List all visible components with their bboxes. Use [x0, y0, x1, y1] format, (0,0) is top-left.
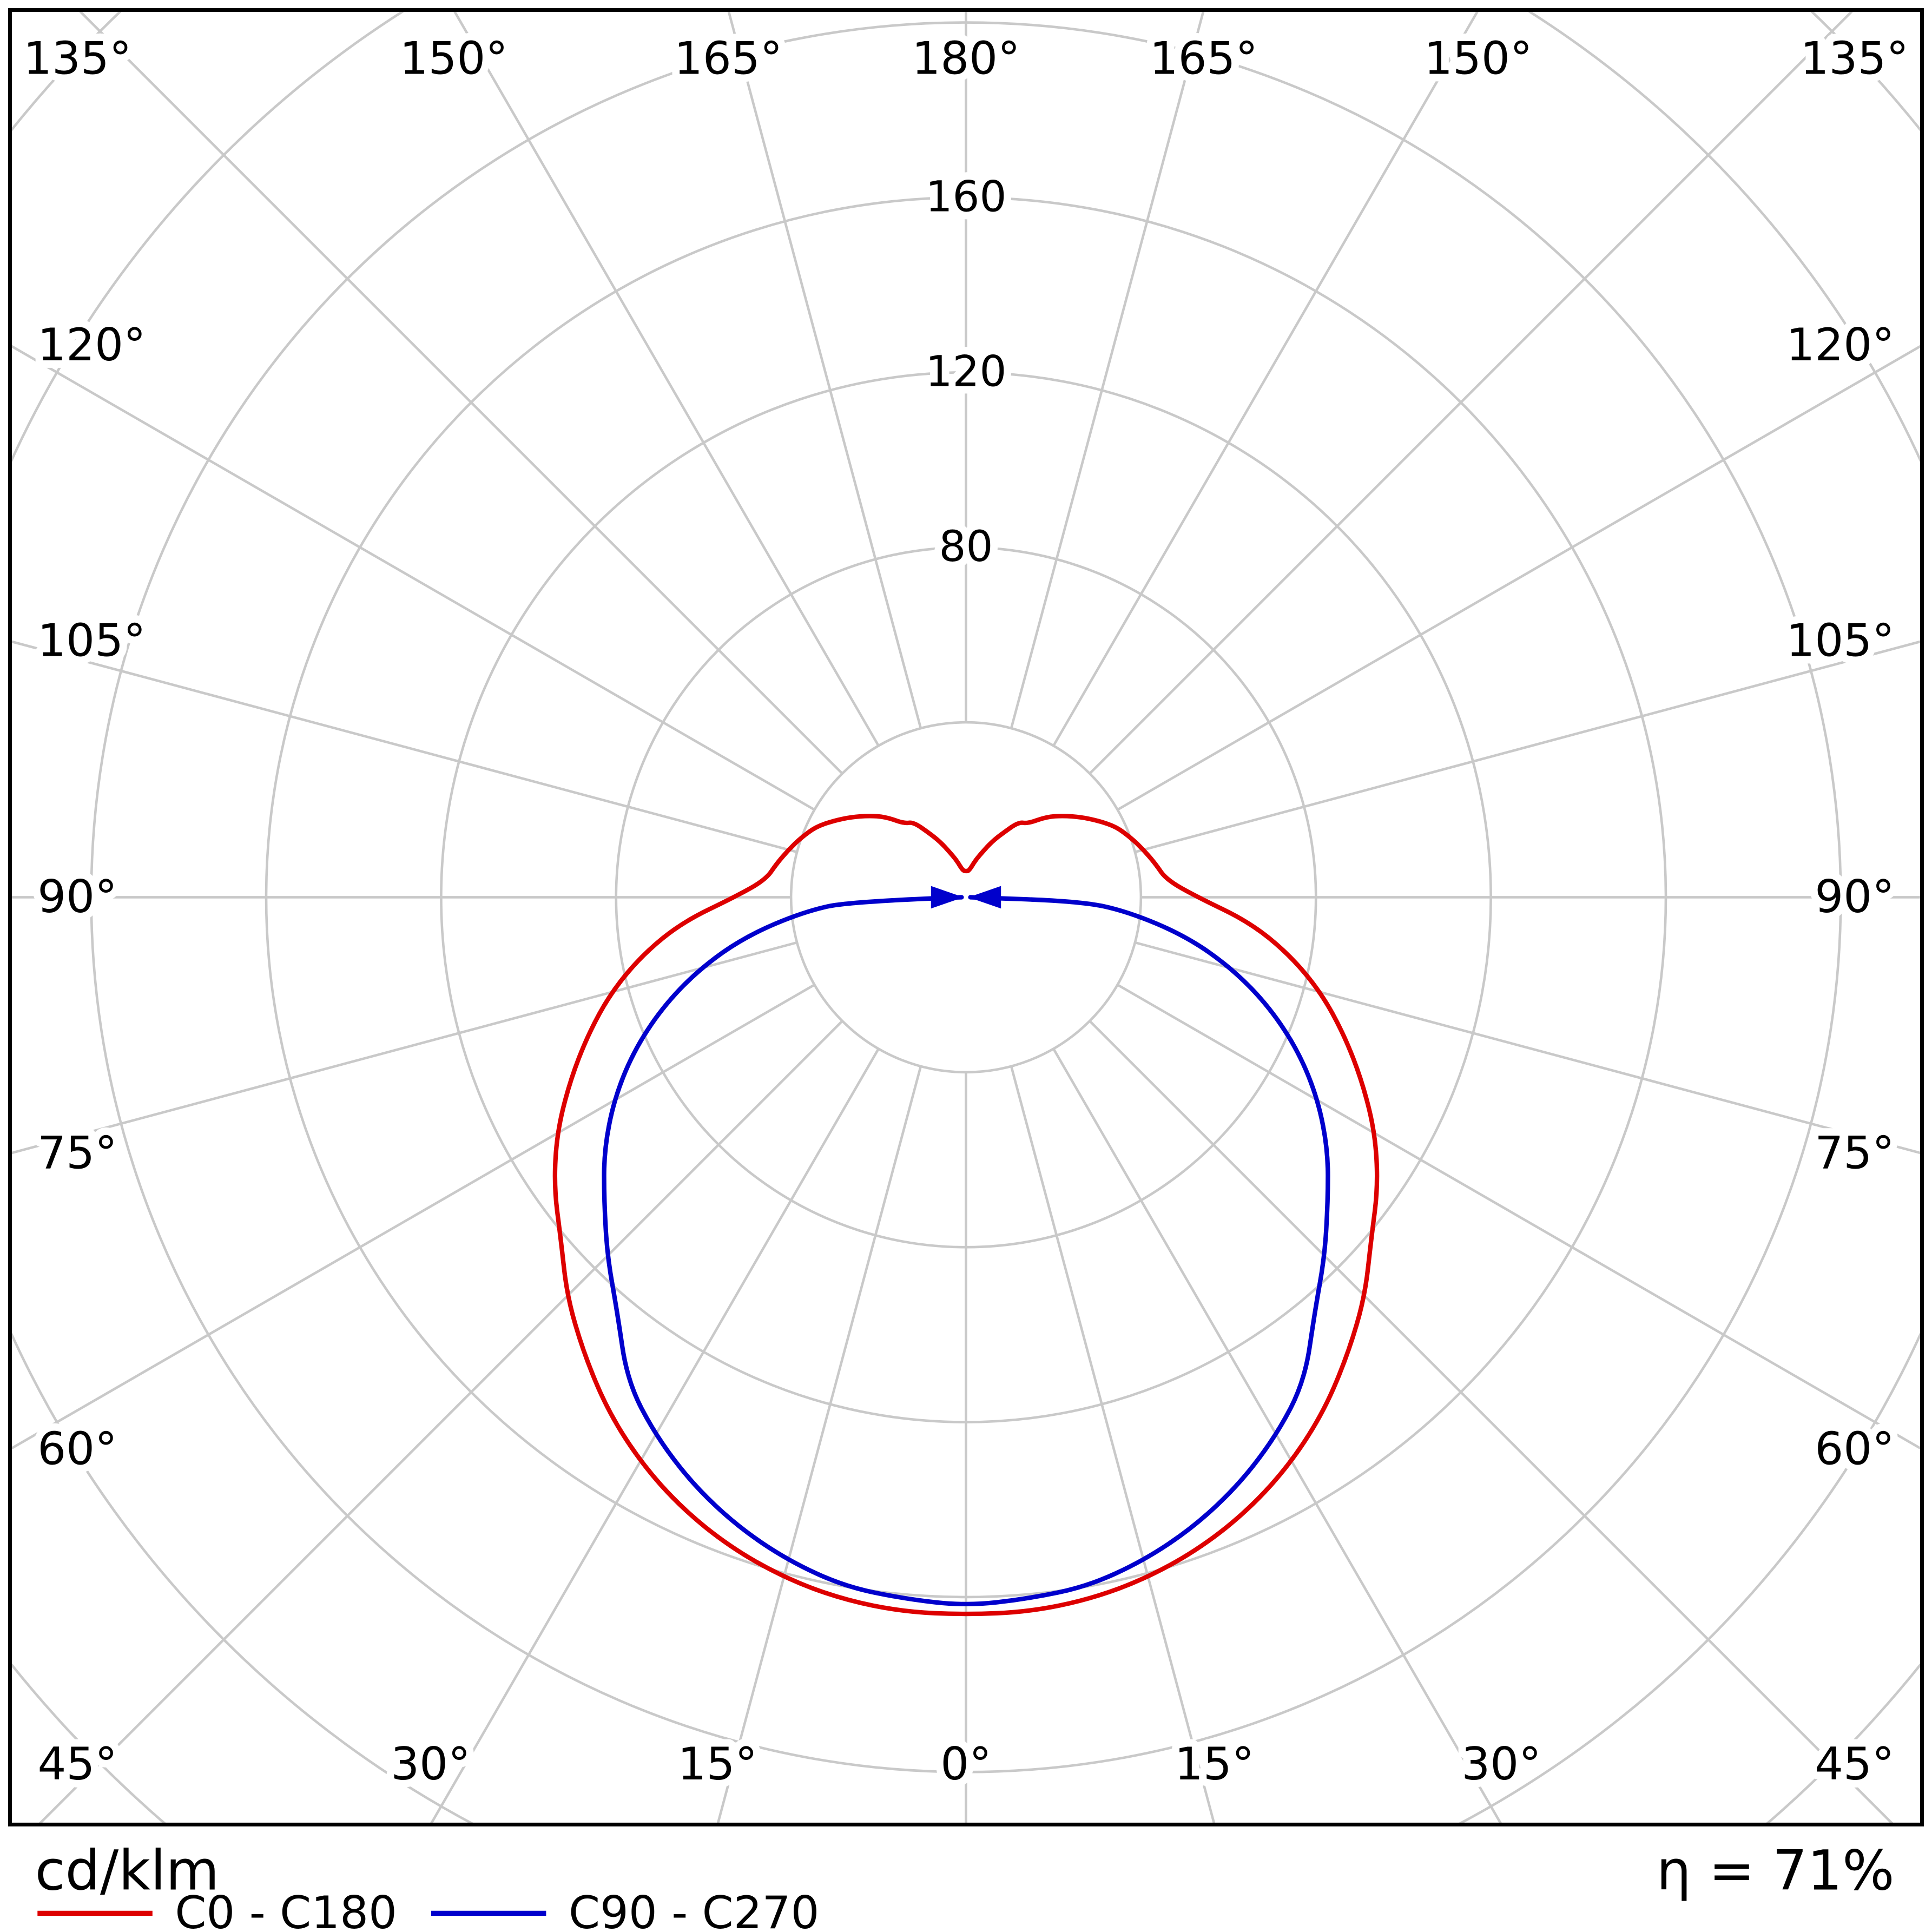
angle-label: 150° [1424, 32, 1532, 84]
angle-label: 135° [23, 32, 131, 84]
axis-labels: 0° 15° 15° 30° 30° 45° 45° 60° 60° 75° 75° 90° 90° 10… [16, 24, 1916, 1798]
grid-spoke-15 [1010, 1066, 1216, 1825]
angle-label: 165° [1150, 32, 1258, 84]
angle-label: 105° [1786, 615, 1894, 667]
grid-spoke-255 [10, 639, 797, 854]
efficiency-label: η = 71% [1657, 1838, 1895, 1902]
grid-spoke-225 [77, 10, 843, 775]
angle-label: 180° [912, 32, 1020, 84]
origin-arrow-right [968, 886, 1001, 909]
grid-spoke-30 [1052, 1048, 1503, 1825]
legend: C0 - C180 C90 - C270 [37, 1887, 819, 1932]
angle-label: 75° [37, 1127, 117, 1179]
angle-label: 75° [1815, 1127, 1894, 1179]
curves [552, 814, 1380, 1617]
curve-c0-c180 [552, 814, 1380, 1617]
angle-label: 60° [37, 1422, 117, 1475]
grid-spoke-45 [1089, 1020, 1895, 1825]
curve-c90-c270 [602, 895, 1330, 1607]
grid-spoke-345 [716, 1066, 922, 1825]
grid-spoke-120 [1117, 344, 1922, 811]
angle-label: 90° [37, 871, 117, 923]
angle-label: 165° [674, 32, 782, 84]
grid-spoke-300 [10, 984, 815, 1451]
grid-spoke-105 [1135, 639, 1922, 854]
angle-label: 15° [678, 1738, 757, 1790]
grid-spoke-210 [452, 10, 880, 747]
unit-label: cd/klm [35, 1838, 220, 1902]
radial-tick-label-80: 80 [939, 522, 993, 571]
angle-label: 120° [37, 319, 146, 371]
plot-border [8, 8, 1924, 1827]
grid-spoke-195 [727, 10, 922, 729]
angle-label: 30° [1461, 1738, 1541, 1790]
angle-label: 0° [940, 1738, 991, 1790]
grid-spoke-75 [1135, 941, 1922, 1155]
grid-spoke-135 [1089, 10, 1855, 775]
grid-spoke-165 [1010, 10, 1205, 729]
grid-spoke-240 [10, 344, 815, 811]
grid-spoke-315 [37, 1020, 843, 1825]
angle-label: 135° [1801, 32, 1909, 84]
grid-spoke-285 [10, 941, 797, 1155]
legend-label-c0-c180: C0 - C180 [175, 1887, 397, 1932]
angle-label: 105° [37, 615, 146, 667]
angle-label: 150° [400, 32, 508, 84]
radial-tick-label-160: 160 [926, 172, 1007, 221]
legend-label-c90-c270: C90 - C270 [569, 1887, 819, 1932]
radial-tick-label-120: 120 [926, 347, 1007, 397]
angle-label: 120° [1786, 319, 1894, 371]
grid-spoke-60 [1117, 984, 1922, 1451]
angle-label: 45° [1815, 1738, 1894, 1790]
angle-label: 30° [391, 1738, 470, 1790]
origin-arrow-left [931, 886, 964, 909]
angle-label: 45° [38, 1738, 117, 1790]
grid-spoke-150 [1052, 10, 1480, 747]
grid-spoke-330 [429, 1048, 880, 1825]
angle-label: 15° [1175, 1738, 1254, 1790]
angle-label: 90° [1815, 871, 1894, 923]
angle-label: 60° [1815, 1422, 1894, 1475]
